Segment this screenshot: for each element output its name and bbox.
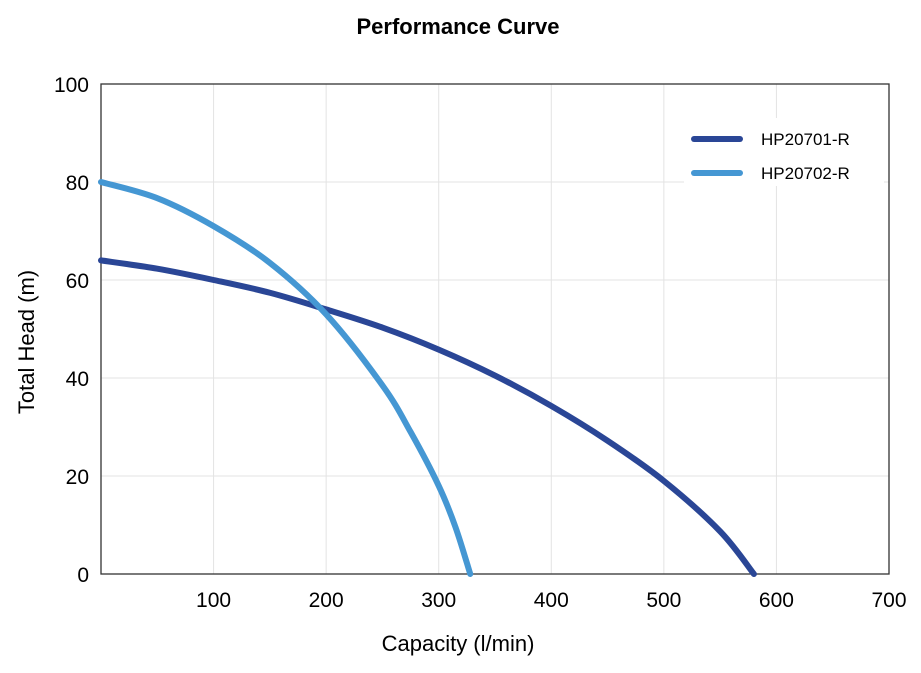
tick-labels: 100 200 300 400 500 600 700 0 20 40 60 80 100 xyxy=(54,74,907,612)
x-tick-label: 300 xyxy=(421,589,456,612)
x-tick-label: 700 xyxy=(871,589,906,612)
legend-label: HP20702-R xyxy=(761,164,850,183)
series-line-hp20702-r xyxy=(98,179,474,577)
y-tick-label: 80 xyxy=(66,172,89,195)
series-line-hp20701-r xyxy=(98,257,757,577)
x-tick-label: 400 xyxy=(534,589,569,612)
x-axis-label: Capacity (l/min) xyxy=(382,631,535,656)
legend: HP20701-R HP20702-R xyxy=(684,118,884,186)
x-tick-label: 200 xyxy=(309,589,344,612)
legend-label: HP20701-R xyxy=(761,130,850,149)
x-tick-label: 600 xyxy=(759,589,794,612)
plot-frame xyxy=(100,83,890,575)
y-tick-label: 40 xyxy=(66,368,89,391)
y-tick-label: 20 xyxy=(66,466,89,489)
y-tick-label: 60 xyxy=(66,270,89,293)
x-tick-label: 500 xyxy=(646,589,681,612)
x-tick-label: 100 xyxy=(196,589,231,612)
series-layer xyxy=(98,179,757,577)
chart-title: Performance Curve xyxy=(357,14,560,39)
y-axis-label: Total Head (m) xyxy=(14,270,39,414)
y-tick-label: 0 xyxy=(77,564,89,587)
y-tick-label: 100 xyxy=(54,74,89,97)
